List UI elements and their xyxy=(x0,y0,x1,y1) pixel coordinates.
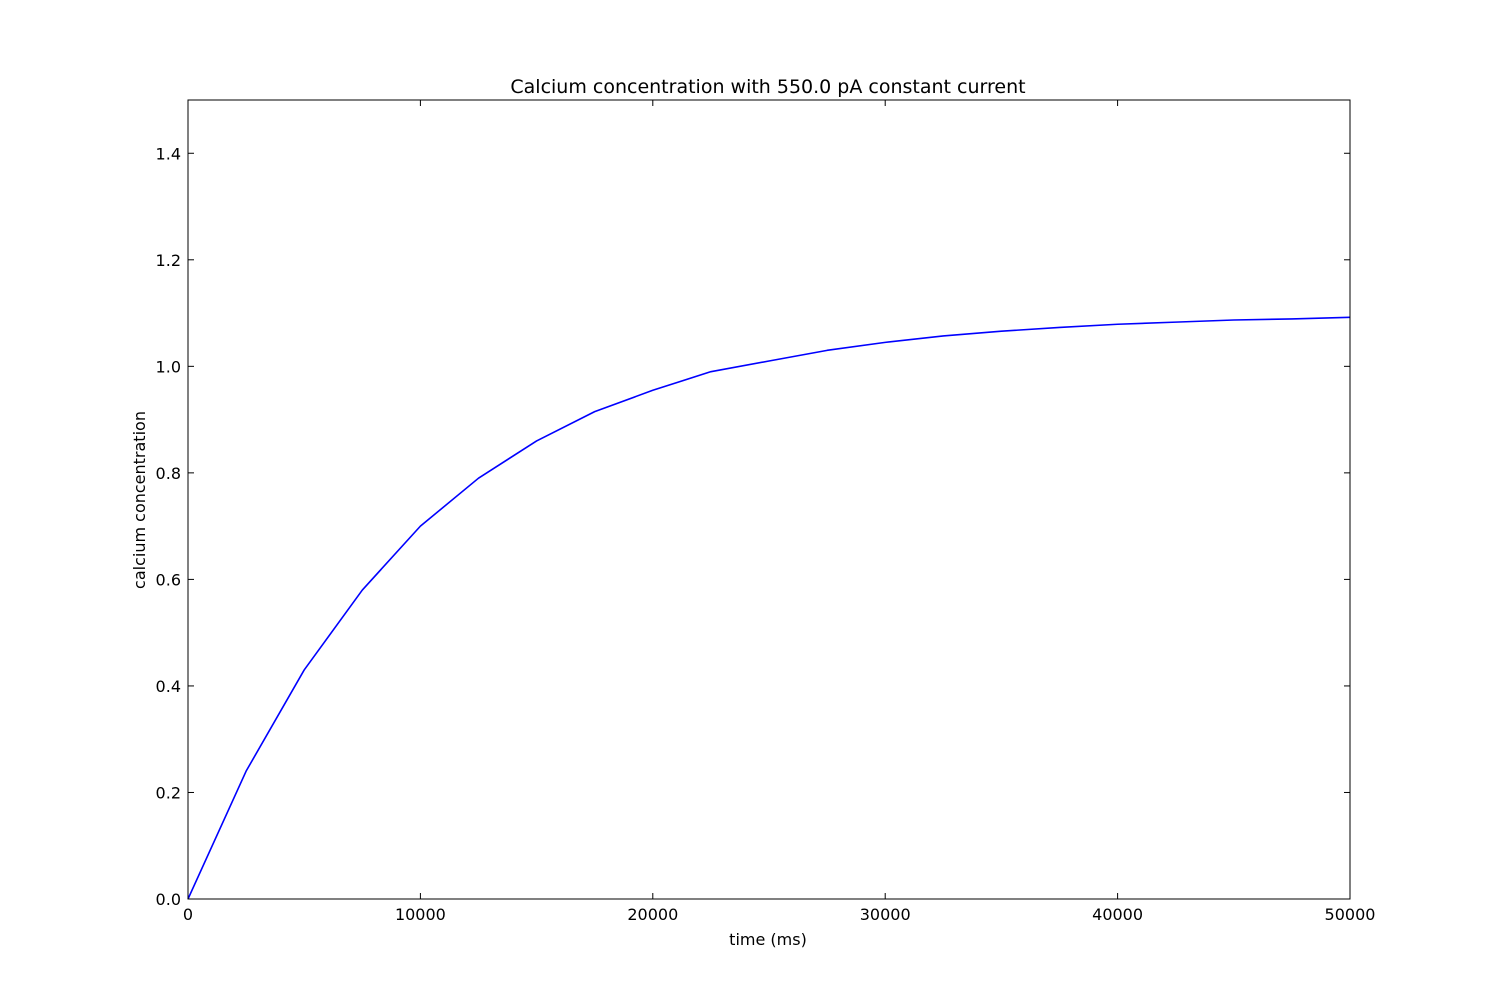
plot-frame xyxy=(187,99,1351,900)
y-axis-label: calcium concentration xyxy=(130,411,149,589)
plot-area: 0 10000 20000 30000 40000 50000 0.0 0.2 0.4 0.6 0.… xyxy=(156,99,1376,924)
x-tick-label: 10000 xyxy=(395,905,446,924)
y-tick-label: 0.4 xyxy=(156,677,181,696)
y-tick-label: 0.6 xyxy=(156,570,181,589)
y-tick-label: 1.0 xyxy=(156,357,181,376)
y-tick-label: 1.4 xyxy=(156,144,181,163)
x-tick-label: 40000 xyxy=(1092,905,1143,924)
y-tick-label: 1.2 xyxy=(156,251,181,270)
y-tick-label: 0.2 xyxy=(156,783,181,802)
x-tick-label: 50000 xyxy=(1325,905,1376,924)
chart-title: Calcium concentration with 550.0 pA cons… xyxy=(510,76,1025,98)
y-tick-label: 0.8 xyxy=(156,464,181,483)
x-tick-label: 20000 xyxy=(627,905,678,924)
x-axis-label: time (ms) xyxy=(729,930,807,949)
x-tick-label: 0 xyxy=(183,905,193,924)
x-tick-label: 30000 xyxy=(860,905,911,924)
y-tick-label: 0.0 xyxy=(156,890,181,909)
series-line-0 xyxy=(187,316,1351,900)
